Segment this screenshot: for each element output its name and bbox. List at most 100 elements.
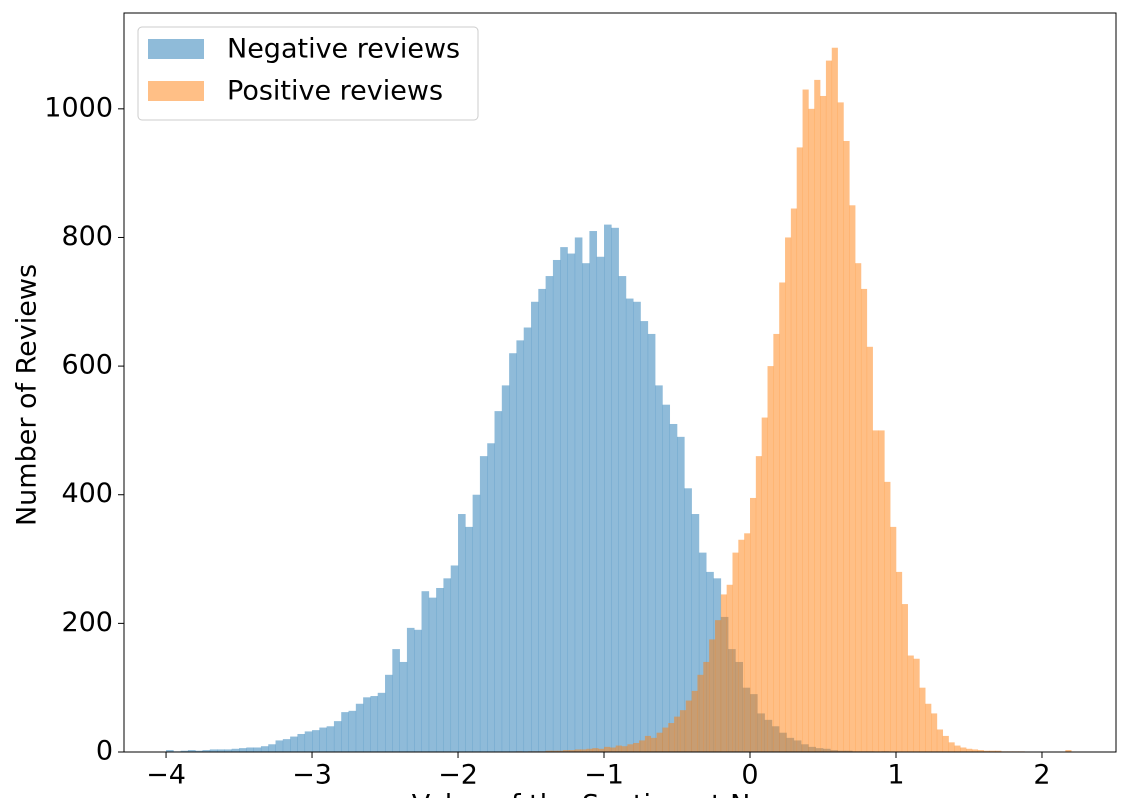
histogram-bar bbox=[348, 710, 357, 752]
histogram-bar bbox=[677, 436, 685, 752]
histogram-bar bbox=[479, 456, 488, 752]
x-tick-label: 1 bbox=[887, 760, 904, 791]
histogram-bar bbox=[574, 749, 581, 752]
histogram-bar bbox=[501, 385, 510, 752]
histogram-bar bbox=[319, 727, 327, 752]
histogram-bar bbox=[377, 692, 386, 752]
histogram-bar bbox=[855, 263, 862, 752]
histogram-bar bbox=[297, 733, 306, 752]
histogram-bar bbox=[592, 748, 599, 752]
histogram-bar bbox=[304, 731, 313, 752]
histogram-bar bbox=[217, 749, 225, 752]
histogram-bar bbox=[465, 526, 473, 752]
histogram-bar bbox=[966, 748, 973, 752]
histogram-bar bbox=[831, 47, 838, 752]
y-tick-label: 0 bbox=[96, 736, 113, 767]
histogram-bar bbox=[825, 60, 833, 753]
histogram-bar bbox=[443, 578, 452, 752]
histogram-bar bbox=[849, 205, 856, 752]
histogram-bar bbox=[878, 430, 885, 752]
histogram-bar bbox=[604, 224, 612, 752]
histogram-bar bbox=[755, 456, 762, 752]
histogram-bar bbox=[333, 721, 342, 752]
histogram-bar bbox=[209, 749, 218, 752]
histogram-bar bbox=[370, 696, 379, 752]
histogram-bar bbox=[202, 750, 211, 752]
histogram-bar bbox=[767, 366, 774, 752]
legend-swatch bbox=[148, 81, 204, 101]
histogram-bar bbox=[392, 649, 400, 752]
legend: Negative reviews Positive reviews bbox=[137, 26, 479, 121]
histogram-bar bbox=[567, 253, 576, 753]
histogram-bar bbox=[790, 208, 798, 752]
histogram-bar bbox=[414, 629, 422, 752]
histogram-bar bbox=[195, 750, 203, 752]
histogram-bar bbox=[960, 747, 967, 752]
histogram-bar bbox=[655, 385, 663, 752]
x-tick-label: 2 bbox=[1033, 760, 1050, 791]
x-tick-label: 0 bbox=[741, 760, 758, 791]
histogram-bar bbox=[843, 140, 850, 753]
histogram-bar bbox=[494, 411, 503, 752]
histogram-bar bbox=[1065, 750, 1072, 752]
histogram-bar bbox=[890, 526, 897, 752]
histogram-bar bbox=[450, 565, 459, 752]
histogram-bar bbox=[586, 748, 593, 752]
histogram-bar bbox=[563, 750, 570, 752]
histogram-bar bbox=[919, 687, 926, 752]
histogram-bar bbox=[231, 748, 240, 752]
histogram-bar bbox=[691, 690, 698, 752]
histogram-bar bbox=[621, 746, 628, 752]
histogram-bar bbox=[246, 747, 254, 752]
histogram-bar bbox=[913, 658, 920, 752]
histogram-bar bbox=[936, 729, 944, 752]
histogram-bar bbox=[574, 237, 583, 752]
histogram-bar bbox=[662, 404, 671, 752]
histogram-bar bbox=[691, 514, 700, 752]
histogram-bar bbox=[166, 750, 174, 752]
histogram-bar bbox=[901, 604, 908, 752]
histogram-bar bbox=[428, 597, 437, 752]
histogram-bar bbox=[604, 746, 611, 752]
histogram-bar bbox=[656, 732, 663, 752]
histogram-bar bbox=[253, 747, 262, 752]
histogram-bar bbox=[662, 727, 669, 752]
histogram-bar bbox=[290, 736, 298, 752]
histogram-bar bbox=[684, 488, 692, 752]
histogram-bar bbox=[954, 745, 961, 752]
histogram-bar bbox=[552, 259, 561, 752]
histogram-bar bbox=[363, 697, 371, 752]
histogram-bar bbox=[618, 276, 627, 752]
histogram-bar bbox=[802, 89, 809, 752]
histogram-bar bbox=[884, 481, 891, 752]
histogram-bar bbox=[355, 703, 364, 752]
histogram-bar bbox=[714, 620, 722, 752]
histogram-bar bbox=[399, 661, 408, 752]
histogram-bar bbox=[785, 237, 792, 752]
histogram-bar bbox=[406, 627, 415, 752]
histogram-bar bbox=[872, 430, 879, 752]
histogram-bar bbox=[341, 712, 349, 752]
histogram-bar bbox=[971, 749, 979, 752]
legend-box bbox=[137, 26, 479, 121]
histogram-bar bbox=[187, 750, 196, 752]
histogram-bar bbox=[860, 288, 868, 752]
histogram-bar bbox=[650, 737, 657, 752]
histogram-bar bbox=[761, 417, 768, 752]
histogram-bar bbox=[820, 95, 827, 752]
histogram-bar bbox=[385, 674, 393, 752]
histogram-bar bbox=[568, 750, 576, 752]
histogram-bar bbox=[615, 745, 622, 752]
histogram-bar bbox=[598, 748, 605, 752]
histogram-bar bbox=[282, 739, 291, 752]
legend-swatch bbox=[148, 39, 204, 59]
histogram-bar bbox=[925, 703, 932, 752]
histogram-bar bbox=[611, 227, 619, 752]
histogram-bar bbox=[516, 340, 525, 752]
histogram-bar bbox=[779, 282, 786, 752]
histogram-bar bbox=[866, 346, 873, 752]
histogram-bar bbox=[644, 735, 652, 752]
histogram-bar bbox=[421, 591, 430, 752]
histogram-bar bbox=[995, 750, 1002, 752]
